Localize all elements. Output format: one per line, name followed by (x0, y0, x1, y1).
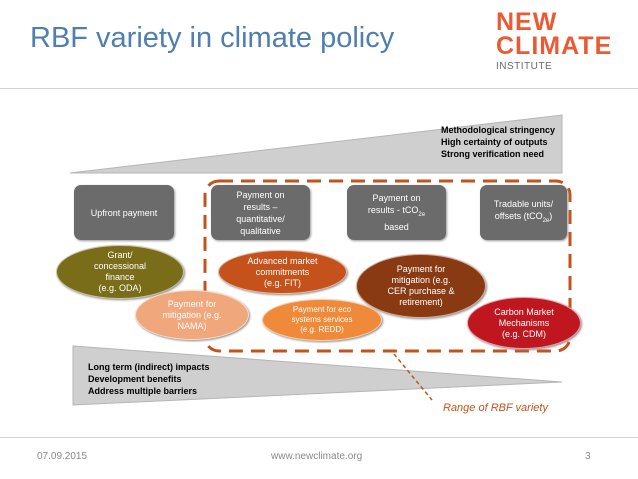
nama-line-3: NAMA) (177, 320, 207, 331)
cdm-line-1: Carbon Market (494, 306, 554, 317)
range-label-connector (393, 353, 433, 401)
footer-date: 07.09.2015 (37, 451, 88, 462)
ellipse-redd: Payment for eco systems services (e.g. R… (262, 299, 382, 341)
development-benefits: Development benefits (88, 374, 182, 384)
tco2e-line-3: based (384, 221, 409, 232)
box-tradable-units: Tradable units/ offsets (tCO2e) (480, 185, 567, 240)
tradable-line-1: Tradable units/ (493, 199, 554, 210)
bottom-triangle (72, 345, 563, 406)
results-line-3: quantitative/ (236, 213, 285, 224)
ellipse-cer-purchase: Payment for mitigation (e.g. CER purchas… (356, 254, 486, 318)
tradable-line-2-close: ) (549, 211, 553, 222)
grant-line-2: concessional (93, 261, 147, 271)
results-line-1: Payment on (236, 189, 285, 200)
tradable-line-2-text: offsets (tCO (494, 211, 543, 222)
box-tco2e-based: Payment on results - tCO2e based (347, 185, 446, 240)
grant-line-4: (e.g. ODA) (98, 283, 142, 293)
header-rule (0, 88, 638, 89)
redd-line-1: Payment for eco (292, 305, 352, 314)
nama-line-2: mitigation (e.g. (162, 309, 222, 320)
amc-line-2: commitments (255, 266, 310, 277)
methodological-stringency: Methodological stringency (441, 125, 556, 135)
top-triangle (69, 114, 563, 174)
footer-page-number: 3 (585, 451, 591, 462)
box-upfront-label: Upfront payment (90, 207, 158, 218)
logo-line-new: NEW (496, 8, 558, 36)
ellipse-carbon-market: Carbon Market Mechanisms (e.g. CDM) (467, 297, 581, 349)
tradable-sub: 2e (542, 217, 550, 224)
high-certainty-outputs: High certainty of outputs (441, 137, 548, 147)
redd-line-2: systems services (291, 315, 353, 324)
cer-line-4: retirement) (399, 297, 443, 307)
nama-line-1: Payment for (167, 298, 217, 309)
top-triangle-text: Methodological stringency High certainty… (441, 124, 555, 160)
tco2e-line-2: results - tCO2e (368, 204, 425, 221)
redd-line-3: (e.g. REDD) (300, 325, 344, 334)
box-upfront-payment: Upfront payment (74, 185, 174, 240)
tco2e-sub: 2e (418, 211, 426, 218)
range-label: Range of RBF variety (443, 402, 548, 414)
footer-url: www.newclimate.org (271, 451, 363, 462)
tco2e-line-1: Payment on (372, 193, 421, 204)
tradable-line-2: offsets (tCO2e) (495, 210, 553, 227)
newclimate-logo: NEW CLIMATE INSTITUTE (496, 8, 630, 73)
logo-line-climate: CLIMATE (496, 32, 613, 60)
grant-line-1: Grant/ (107, 250, 133, 260)
cer-line-3: CER purchase & (387, 286, 455, 296)
amc-line-3: (e.g. FIT) (263, 277, 301, 288)
long-term-impacts: Long term (indirect) impacts (88, 362, 210, 372)
slide-title: RBF variety in climate policy (30, 22, 395, 54)
address-multiple-barriers: Address multiple barriers (88, 386, 198, 396)
results-line-4: qualitative (240, 225, 281, 236)
tco2e-line-2-text: results - tCO (367, 205, 419, 216)
ellipse-nama: Payment for mitigation (e.g. NAMA) (135, 290, 249, 340)
amc-line-1: Advanced market (247, 255, 318, 266)
bottom-triangle-text: Long term (indirect) impacts Development… (88, 361, 210, 397)
logo-line-institute: INSTITUTE (496, 61, 553, 72)
cdm-line-3: (e.g. CDM) (501, 328, 546, 339)
box-payment-on-results: Payment on results – quantitative/ quali… (211, 185, 310, 240)
footer-rule (0, 437, 638, 438)
cdm-line-2: Mechanisms (498, 317, 550, 328)
ellipse-grant-finance: Grant/ concessional finance (e.g. ODA) (56, 245, 184, 299)
ellipse-advanced-market: Advanced market commitments (e.g. FIT) (218, 250, 347, 294)
cer-line-2: mitigation (e.g. (391, 275, 451, 285)
strong-verification-need: Strong verification need (441, 149, 545, 159)
cer-line-1: Payment for (396, 264, 446, 274)
results-line-2: results – (243, 201, 278, 212)
range-dashed-outline (203, 179, 572, 353)
grant-line-3: finance (105, 272, 135, 282)
